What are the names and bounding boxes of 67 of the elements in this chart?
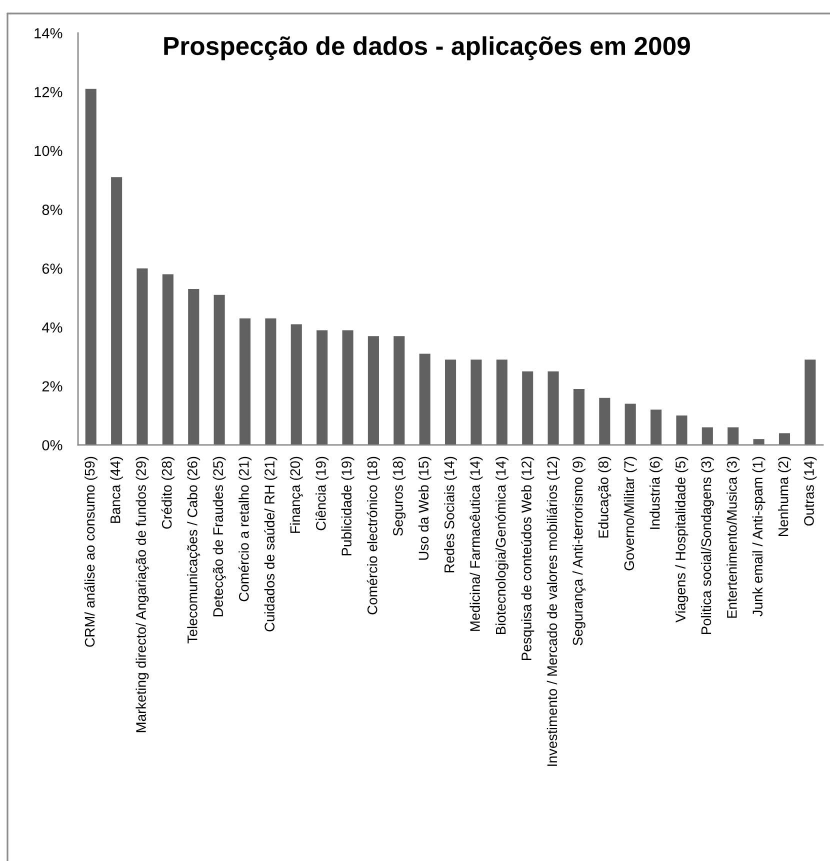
bar: [290, 324, 302, 445]
y-tick-label: 2%: [42, 381, 62, 392]
x-tick-label: CRM/ análise ao consumo (59): [84, 456, 98, 647]
x-tick-label: Comércio electrónico (18): [366, 456, 380, 614]
x-tick-label: Finança (20): [290, 456, 303, 533]
bar: [136, 268, 148, 445]
bar: [111, 177, 122, 445]
x-tick-label: Educação (8): [598, 456, 612, 538]
x-tick-label: Banca (44): [110, 456, 124, 523]
bar: [496, 360, 508, 445]
bar: [394, 336, 405, 445]
x-tick-label: Viagens / Hospitalidade (5): [675, 456, 688, 623]
x-tick-label: Nenhuma (2): [778, 456, 791, 536]
chart-title: Prospecção de dados - aplicações em 2009: [164, 36, 690, 60]
x-tick-label: Outras (14): [804, 456, 817, 526]
y-tick-label: 12%: [34, 86, 62, 98]
x-tick-label: Crédito (28): [161, 456, 174, 529]
x-tick-label: Pesquisa de conteúdos Web (12): [521, 456, 534, 660]
x-tick-label: Investimento / Mercado de valores mobiliários (12): [546, 456, 560, 766]
x-tick-label: Redes Sociais (14): [444, 456, 457, 572]
bar: [419, 354, 430, 445]
y-tick-label: 8%: [42, 204, 62, 215]
x-tick-label: Detecção de Fraudes (25): [212, 456, 226, 616]
x-tick-label: Publicidade (19): [341, 456, 354, 556]
x-tick-label: Junk email / Anti-spam (1): [752, 456, 766, 616]
bar: [676, 416, 688, 445]
y-tick-label: 10%: [34, 146, 62, 156]
x-tick-label: Medicina/ Farmacêutica (14): [470, 456, 483, 631]
x-tick-label: Seguros (18): [392, 456, 406, 536]
x-tick-label: Entertenimento/Musica (3): [726, 456, 740, 618]
bar: [804, 360, 816, 445]
bar: [548, 371, 559, 445]
bar: [650, 410, 662, 445]
bar: [702, 427, 713, 445]
bar: [239, 318, 251, 445]
bar: [728, 427, 739, 445]
bar: [573, 389, 584, 445]
x-tick-label: Marketing directo/ Angariação de fundos (29): [136, 456, 149, 732]
bar: [522, 371, 534, 445]
x-tick-label: Industria (6): [650, 456, 663, 529]
y-tick-label: 14%: [34, 28, 62, 38]
bar: [778, 433, 790, 445]
x-tick-label: Segurança / Anti-terrorismo (9): [572, 456, 586, 646]
bar: [265, 318, 276, 445]
x-tick-label: Uso da Web (15): [418, 456, 432, 560]
bar: [753, 439, 764, 445]
y-tick-label: 4%: [42, 322, 62, 333]
bar: [316, 330, 328, 445]
x-tick-label: Telecomunicações / Cabo (26): [187, 456, 200, 644]
x-tick-label: Cuidados de saúde/ RH (21): [264, 456, 278, 632]
x-tick-label: Politica social/Sondagens (3): [700, 456, 714, 634]
x-tick-label: Governo/Militar (7): [624, 456, 637, 570]
bar: [445, 360, 456, 445]
y-tick-label: 0%: [42, 440, 62, 450]
bar: [599, 398, 610, 445]
y-tick-label: 6%: [42, 264, 62, 274]
bar: [624, 404, 636, 445]
x-tick-label: Biotecnologia/Genómica (14): [495, 456, 508, 634]
bar: [342, 330, 354, 445]
x-tick-label: Comércio a retalho (21): [238, 456, 252, 602]
bar: [470, 360, 482, 445]
bar: [162, 274, 174, 445]
bar: [85, 88, 96, 445]
bar: [188, 289, 200, 445]
x-tick-label: Ciência (19): [316, 456, 329, 530]
bar: [368, 336, 379, 445]
bar: [214, 294, 225, 445]
